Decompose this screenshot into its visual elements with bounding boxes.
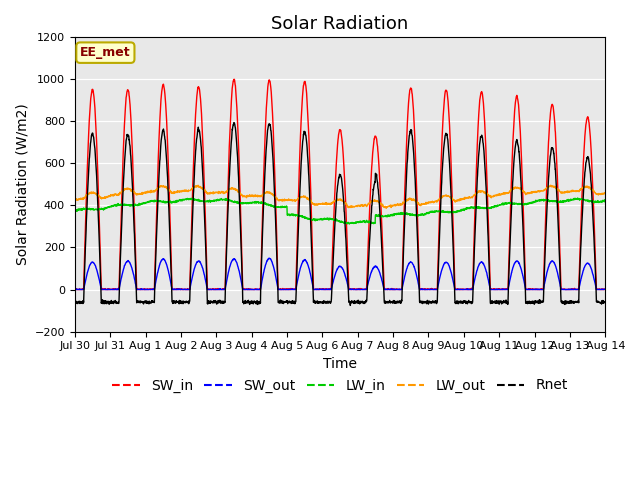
LW_out xyxy=(382,205,390,211)
LW_in xyxy=(560,199,568,205)
LW_out xyxy=(637,194,640,200)
LW_out xyxy=(127,187,135,193)
Line: LW_in: LW_in xyxy=(75,198,640,224)
SW_out xyxy=(629,287,637,292)
LW_in xyxy=(528,200,536,205)
SW_out xyxy=(127,264,135,270)
Text: EE_met: EE_met xyxy=(80,46,131,59)
LW_out xyxy=(392,203,399,208)
Line: SW_out: SW_out xyxy=(75,258,640,289)
SW_in xyxy=(250,287,258,292)
SW_out xyxy=(71,286,79,292)
SW_in xyxy=(127,128,135,134)
Y-axis label: Solar Radiation (W/m2): Solar Radiation (W/m2) xyxy=(15,104,29,265)
LW_in xyxy=(346,221,353,227)
SW_in xyxy=(637,287,640,292)
SW_out xyxy=(529,287,536,292)
SW_in xyxy=(529,287,536,292)
Legend: SW_in, SW_out, LW_in, LW_out, Rnet: SW_in, SW_out, LW_in, LW_out, Rnet xyxy=(107,373,573,398)
LW_out xyxy=(629,195,637,201)
Rnet xyxy=(637,299,640,305)
Rnet xyxy=(250,299,257,304)
Line: LW_out: LW_out xyxy=(75,185,640,208)
LW_in xyxy=(629,202,637,207)
LW_out xyxy=(528,189,536,195)
SW_in xyxy=(230,76,238,82)
Rnet xyxy=(392,300,400,306)
SW_out xyxy=(561,287,568,292)
Line: SW_in: SW_in xyxy=(75,79,640,289)
SW_out xyxy=(265,255,273,261)
SW_in xyxy=(71,287,79,292)
Rnet xyxy=(71,298,79,304)
SW_in xyxy=(392,286,400,292)
LW_out xyxy=(250,193,257,199)
X-axis label: Time: Time xyxy=(323,357,357,371)
LW_in xyxy=(250,200,257,205)
Rnet xyxy=(561,300,568,306)
Rnet xyxy=(127,161,135,167)
Rnet xyxy=(346,302,354,308)
LW_in xyxy=(637,200,640,206)
LW_out xyxy=(71,197,79,203)
LW_out xyxy=(547,182,555,188)
Line: Rnet: Rnet xyxy=(75,122,640,305)
LW_in xyxy=(392,212,399,217)
Rnet xyxy=(230,120,237,125)
Rnet xyxy=(529,300,536,306)
LW_in xyxy=(573,195,581,201)
SW_out xyxy=(637,287,640,292)
SW_in xyxy=(561,287,568,292)
SW_in xyxy=(629,287,637,292)
LW_in xyxy=(127,202,135,208)
LW_in xyxy=(71,208,79,214)
LW_out xyxy=(561,190,568,195)
SW_in xyxy=(71,287,79,292)
Rnet xyxy=(629,300,637,305)
SW_out xyxy=(392,287,400,292)
Title: Solar Radiation: Solar Radiation xyxy=(271,15,408,33)
SW_out xyxy=(250,287,257,292)
SW_out xyxy=(72,287,79,292)
